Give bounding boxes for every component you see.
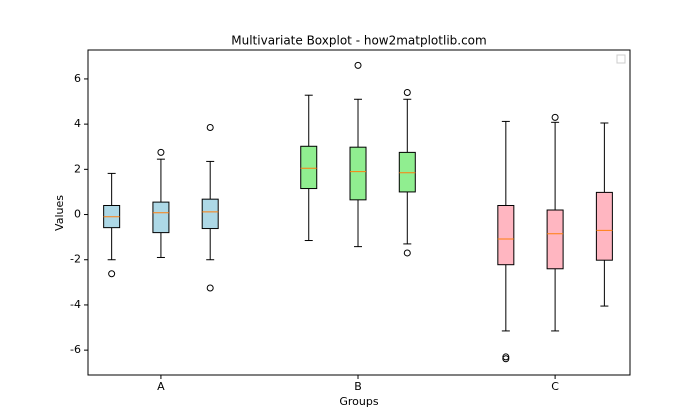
box bbox=[201, 198, 219, 230]
x-tick-label: C bbox=[551, 380, 559, 393]
y-tick-label: 4 bbox=[74, 117, 81, 130]
flier bbox=[108, 270, 116, 278]
x-axis-label: Groups bbox=[339, 395, 378, 408]
box bbox=[497, 204, 515, 266]
y-tick-label: -2 bbox=[70, 253, 81, 266]
flier bbox=[502, 353, 510, 361]
y-axis-label: Values bbox=[53, 195, 66, 231]
flier bbox=[551, 113, 559, 121]
flier bbox=[403, 249, 411, 257]
y-tick-label: -6 bbox=[70, 343, 81, 356]
box bbox=[349, 146, 367, 201]
x-tick-label: B bbox=[354, 380, 362, 393]
flier bbox=[206, 124, 214, 132]
plot-frame bbox=[87, 49, 631, 376]
flier bbox=[354, 61, 362, 69]
box bbox=[152, 201, 170, 234]
flier bbox=[403, 88, 411, 96]
box bbox=[300, 145, 318, 190]
y-tick-label: 6 bbox=[74, 72, 81, 85]
flier bbox=[206, 284, 214, 292]
y-tick-label: 0 bbox=[74, 208, 81, 221]
legend-box bbox=[616, 54, 626, 64]
box bbox=[595, 191, 613, 261]
chart-title: Multivariate Boxplot - how2matplotlib.co… bbox=[231, 34, 486, 48]
box bbox=[398, 151, 416, 193]
flier bbox=[502, 355, 510, 363]
box bbox=[546, 209, 564, 270]
x-tick-label: A bbox=[157, 380, 165, 393]
y-tick-label: 2 bbox=[74, 162, 81, 175]
flier bbox=[157, 148, 165, 156]
y-tick-label: -4 bbox=[70, 298, 81, 311]
